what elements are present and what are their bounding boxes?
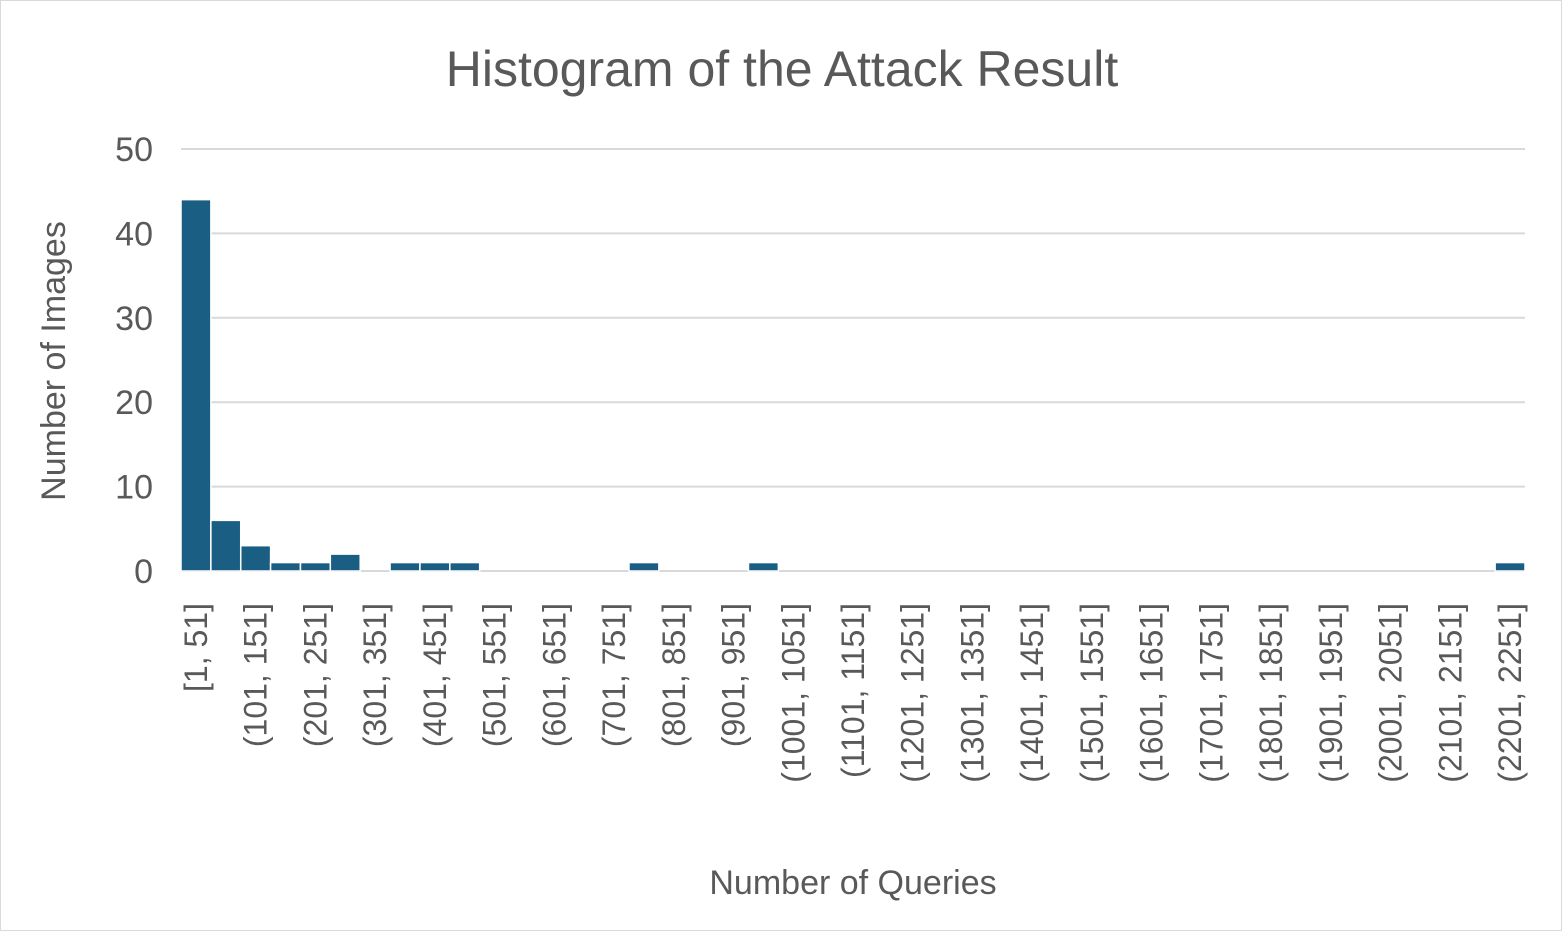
y-tick-label: 40 [115, 215, 153, 253]
x-axis-ticks: [1, 51] (101, 151] (201, 251] (301, 351] (40… [178, 603, 1528, 783]
x-tick-label: (1601, 1651] [1134, 603, 1170, 783]
x-tick-label: (1901, 1951] [1313, 603, 1349, 783]
bar [419, 561, 451, 572]
x-tick-label: (701, 751] [596, 603, 632, 747]
bar [449, 561, 481, 572]
bar [269, 561, 302, 572]
x-tick-label: (901, 951] [716, 603, 752, 747]
x-tick-label: (1801, 1851] [1253, 603, 1289, 783]
y-tick-label: 20 [115, 384, 153, 422]
x-tick-label: (501, 551] [477, 603, 513, 747]
bar [329, 553, 361, 572]
bar [239, 544, 272, 572]
x-tick-label: (1101, 1151] [835, 603, 871, 778]
bar [1494, 561, 1526, 572]
x-tick-label: [1, 51] [178, 603, 214, 692]
x-tick-label: (2101, 2151] [1432, 603, 1468, 783]
x-tick-label: (1301, 1351] [954, 603, 990, 783]
x-tick-label: (1001, 1051] [775, 603, 811, 783]
bar [747, 561, 780, 572]
x-tick-label: (301, 351] [357, 603, 393, 747]
x-axis-label: Number of Queries [709, 864, 996, 902]
bar [299, 561, 332, 572]
x-tick-label: (101, 151] [238, 603, 274, 747]
bar [628, 561, 660, 572]
x-tick-label: (601, 651] [536, 603, 572, 747]
x-tick-label: (401, 451] [417, 603, 453, 747]
y-tick-label: 50 [115, 131, 153, 169]
y-tick-label: 30 [115, 300, 153, 338]
x-tick-label: (1201, 1251] [895, 603, 931, 783]
x-tick-label: (1401, 1451] [1014, 603, 1050, 783]
x-tick-label: (801, 851] [656, 603, 692, 747]
y-tick-label: 0 [134, 553, 153, 591]
x-tick-label: (2201, 2251] [1492, 603, 1528, 783]
bar [180, 198, 212, 572]
x-tick-label: (201, 251] [297, 603, 333, 747]
y-tick-label: 10 [115, 469, 153, 507]
x-tick-label: (1501, 1551] [1074, 603, 1110, 783]
gridlines [181, 148, 1525, 572]
x-tick-label: (2001, 2051] [1373, 603, 1409, 783]
y-axis-label: Number of Images [35, 221, 73, 501]
bar [210, 519, 242, 572]
bars [180, 198, 1526, 572]
chart-title: Histogram of the Attack Result [446, 41, 1119, 97]
x-tick-label: (1701, 1751] [1193, 603, 1229, 783]
bar [389, 561, 421, 572]
y-axis-ticks: 0 10 20 30 40 50 [115, 131, 153, 591]
